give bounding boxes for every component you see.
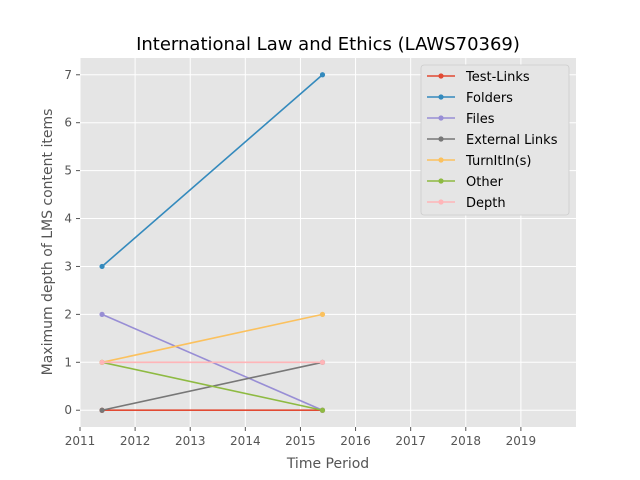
y-tick-label: 7 (64, 68, 72, 82)
x-tick-label: 2018 (451, 434, 482, 448)
legend-label-other: Other (466, 175, 504, 190)
legend-label-depth: Depth (466, 196, 506, 211)
data-point-folders (99, 263, 105, 270)
legend-marker-depth (438, 199, 444, 205)
x-tick-label: 2014 (230, 434, 261, 448)
data-point-depth (319, 359, 326, 365)
y-tick-label: 5 (64, 164, 72, 178)
x-tick-label: 2015 (285, 434, 316, 448)
series-line-other (101, 361, 323, 412)
data-point-external-links (99, 407, 105, 413)
legend-marker-other (438, 178, 444, 184)
legend-label-external-links: External Links (466, 133, 558, 148)
y-axis-label: Maximum depth of LMS content items (40, 109, 56, 376)
legend-marker-external-links (438, 136, 444, 142)
legend-label-files: Files (466, 112, 495, 127)
legend-marker-folders (438, 94, 444, 100)
x-axis-label: Time Period (286, 456, 369, 472)
x-tick-label: 2016 (340, 434, 371, 448)
y-tick-label: 0 (64, 403, 72, 417)
legend-label-folders: Folders (466, 91, 513, 106)
chart-title: International Law and Ethics (LAWS70369) (136, 34, 520, 55)
y-tick-label: 6 (64, 116, 72, 130)
x-tick-label: 2012 (120, 434, 151, 448)
data-point-folders (319, 72, 326, 78)
x-tick-label: 2011 (65, 434, 96, 448)
x-tick-label: 2019 (506, 434, 537, 448)
data-point-turnitin-s (319, 311, 326, 317)
data-point-files (99, 311, 105, 317)
series-layer (99, 72, 326, 413)
x-tick-label: 2013 (175, 434, 206, 448)
series-line-turnitin-s (101, 313, 323, 364)
legend-marker-test-links (438, 73, 444, 79)
legend-marker-turnitin-s (438, 157, 444, 163)
data-point-depth (99, 359, 105, 365)
x-axis-ticks: 2011 2012 2013 2014 2015 2016 2017 2018 2019 (65, 427, 536, 448)
y-tick-label: 1 (64, 355, 72, 369)
legend-marker-files (438, 115, 444, 121)
y-tick-label: 4 (64, 212, 72, 226)
y-axis-ticks: 0 1 2 3 4 5 6 7 (64, 68, 80, 417)
legend-label-test-links: Test-Links (465, 70, 530, 85)
series-line-folders (101, 74, 324, 268)
data-point-other (319, 407, 326, 413)
legend-label-turnitin-s: TurnItIn(s) (465, 154, 531, 169)
y-tick-label: 3 (64, 259, 72, 273)
legend-box (420, 64, 570, 216)
x-tick-label: 2017 (395, 434, 426, 448)
y-tick-label: 2 (64, 307, 72, 321)
legend: Test-Links Folders Files External Links Turn… (420, 64, 570, 216)
